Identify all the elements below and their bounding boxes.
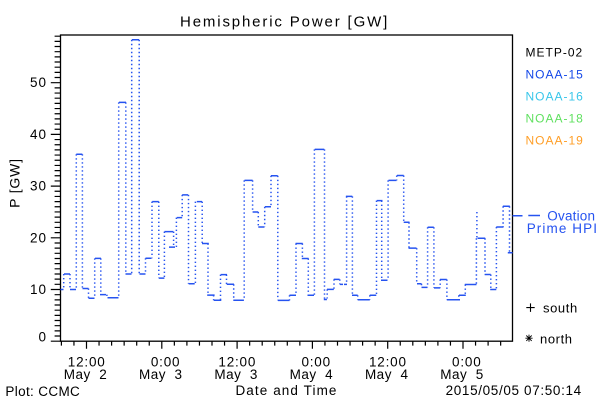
svg-text:40: 40: [30, 127, 47, 142]
svg-text:Hemispheric Power [GW]: Hemispheric Power [GW]: [180, 14, 389, 31]
svg-text:Date and Time: Date and Time: [235, 383, 337, 398]
svg-text:METP-02: METP-02: [526, 45, 584, 59]
svg-text:10: 10: [30, 282, 47, 297]
svg-text:south: south: [543, 300, 578, 315]
svg-text:30: 30: [30, 179, 47, 194]
svg-text:NOAA-15: NOAA-15: [526, 67, 584, 81]
svg-text:May 3: May 3: [214, 367, 258, 382]
svg-text:0:00: 0:00: [452, 355, 481, 370]
svg-text:12:00: 12:00: [218, 355, 256, 370]
svg-text:NOAA-18: NOAA-18: [526, 111, 584, 125]
svg-text:May 4: May 4: [290, 367, 334, 382]
svg-text:May 2: May 2: [64, 367, 108, 382]
svg-text:May 3: May 3: [139, 367, 183, 382]
svg-text:20: 20: [30, 230, 47, 245]
svg-text:May 5: May 5: [440, 367, 484, 382]
svg-text:Ovation: Ovation: [547, 209, 595, 224]
svg-text:P [GW]: P [GW]: [7, 158, 23, 208]
svg-text:0: 0: [38, 330, 46, 345]
svg-text:50: 50: [30, 75, 47, 90]
svg-text:May 4: May 4: [365, 367, 409, 382]
svg-text:0:00: 0:00: [151, 355, 180, 370]
svg-text:2015/05/05 07:50:14: 2015/05/05 07:50:14: [446, 383, 582, 398]
svg-text:north: north: [540, 331, 573, 346]
svg-text:NOAA-16: NOAA-16: [526, 89, 584, 103]
svg-text:12:00: 12:00: [68, 355, 106, 370]
svg-text:12:00: 12:00: [369, 355, 407, 370]
svg-text:Prime HPI: Prime HPI: [527, 221, 598, 236]
svg-text:NOAA-19: NOAA-19: [526, 133, 584, 147]
svg-text:Plot: CCMC: Plot: CCMC: [5, 384, 80, 399]
svg-text:0:00: 0:00: [301, 355, 330, 370]
